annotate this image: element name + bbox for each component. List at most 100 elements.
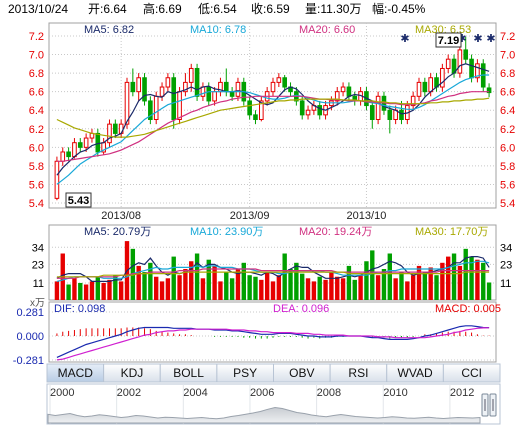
volume-bar-up	[235, 269, 241, 300]
candle-down	[229, 91, 235, 97]
volume-bar-down	[434, 275, 439, 300]
candle-down	[142, 77, 147, 102]
candle-up	[276, 77, 282, 83]
volume-bar-up	[218, 281, 223, 300]
volume-bar-up	[264, 272, 270, 300]
candle-up	[83, 137, 89, 148]
candle-up	[72, 142, 77, 158]
tab-obv[interactable]: OBV	[273, 363, 331, 383]
timeline-overview: 2000 2002 2004 2006 2008 2010 2012	[46, 383, 501, 425]
low-marker-label: 5.43	[68, 195, 89, 207]
candle-down	[486, 87, 492, 94]
dif-label: DIF: 0.098	[54, 303, 105, 315]
candle-up	[410, 95, 416, 107]
price-left-tick: 6.4	[29, 105, 44, 117]
volume-bar-up	[405, 281, 410, 300]
candle-down	[223, 81, 229, 93]
price-left-tick: 6.6	[29, 87, 44, 99]
tab-boll[interactable]: BOLL	[159, 363, 218, 383]
volume-bar-down	[381, 269, 387, 300]
volume-bar-down	[282, 253, 287, 300]
tab-macd-label: MACD	[58, 366, 94, 380]
candle-up	[212, 91, 217, 102]
quote-open: 开:6.64	[88, 2, 127, 16]
price-left-tick: 7.0	[29, 50, 44, 62]
tab-macd[interactable]: MACD	[46, 363, 105, 383]
volume-bar-up	[358, 275, 363, 300]
candle-up	[457, 49, 463, 74]
price-y-axis: 7.2 7.2 7.0 7.0 6.8 6.8 6.6 6.6 6.4 6.4 6.2 6.2 6.0 6…	[29, 31, 516, 210]
volume-bar-down	[294, 262, 299, 300]
indicator-tabs: MACD KDJ BOLL PSY OBV RSI WVAD CCI	[46, 363, 501, 383]
price-right-tick: 5.4	[500, 198, 515, 210]
tab-rsi[interactable]: RSI	[329, 363, 388, 383]
volume-ma-lines	[56, 256, 490, 282]
candle-down	[171, 77, 177, 120]
price-right-tick: 6.6	[500, 87, 515, 99]
high-marker-box	[435, 32, 462, 48]
volume-bar-up	[305, 278, 311, 300]
volume-bar-up	[329, 272, 334, 300]
price-left-tick: 6.0	[29, 142, 44, 154]
candle-up	[200, 86, 206, 97]
price-x-tick: 2013/10	[347, 210, 387, 222]
volume-bar-up	[410, 275, 416, 300]
candle-down	[387, 109, 393, 120]
volume-ma5-label: MA5: 20.79万	[84, 226, 151, 238]
volume-bar-down	[171, 256, 176, 300]
price-left-tick: 5.8	[29, 161, 44, 173]
candle-up	[428, 77, 433, 93]
timeline-area-path	[47, 406, 481, 424]
quote-low: 低:6.54	[198, 2, 237, 16]
candle-up	[445, 58, 451, 69]
price-x-tick: 2013/09	[230, 210, 270, 222]
volume-bar-down	[463, 248, 468, 300]
candle-down	[247, 100, 252, 116]
tab-kdj[interactable]: KDJ	[103, 363, 161, 383]
volume-bar-up	[159, 281, 165, 300]
tab-cci[interactable]: CCI	[442, 363, 501, 383]
tab-cci-background[interactable]	[442, 363, 501, 383]
timeline-scroll-handle[interactable]	[481, 393, 497, 417]
price-left-tick: 6.2	[29, 124, 44, 136]
price-right-tick: 7.2	[500, 31, 515, 43]
candle-down	[469, 58, 474, 79]
volume-bar-down	[224, 272, 229, 300]
quote-close: 收:6.59	[251, 2, 290, 16]
volume-bar-down	[130, 248, 136, 300]
volume-bars	[54, 241, 492, 300]
volume-bar-down	[95, 276, 100, 300]
volume-bar-down	[346, 265, 352, 300]
volume-bar-down	[78, 282, 83, 300]
volume-bar-down	[229, 278, 235, 300]
dea-label: DEA: 0.096	[273, 303, 329, 315]
volume-bar-up	[416, 265, 422, 300]
price-x-axis: 2013/08 2013/09 2013/10	[101, 210, 386, 222]
price-right-tick: 6.4	[500, 105, 515, 117]
low-marker-box	[65, 192, 92, 208]
macd-panel: 0.281 0.000 -0.281 DIF: 0.098 DEA: 0.096 M…	[13, 301, 501, 367]
candle-up	[270, 81, 276, 93]
timeline-year-label: 2002	[117, 387, 141, 399]
tab-wvad[interactable]: WVAD	[386, 363, 444, 383]
tab-kdj-label: KDJ	[121, 366, 144, 380]
price-left-tick: 6.8	[29, 68, 44, 80]
volume-bar-up	[440, 262, 445, 300]
candle-down	[399, 109, 404, 120]
volume-bar-up	[270, 281, 276, 300]
high-marker: 7.19	[435, 32, 462, 48]
volume-bar-down	[148, 262, 153, 300]
volume-bar-down	[481, 262, 486, 300]
tab-boll-label: BOLL	[173, 366, 204, 380]
tab-psy[interactable]: PSY	[216, 363, 274, 383]
volume-left-tick: 34	[32, 242, 44, 254]
volume-bar-down	[469, 256, 474, 300]
candle-down	[282, 77, 287, 88]
price-panel: 7.2 7.2 7.0 7.0 6.8 6.8 6.6 6.6 6.4 6.4 6.2 6.2 6.0 6…	[29, 22, 516, 222]
macd-left-tick: 0.281	[16, 307, 44, 319]
volume-bar-down	[288, 269, 293, 300]
price-left-tick: 5.4	[29, 198, 44, 210]
price-candles	[54, 36, 492, 201]
macd-lines	[56, 325, 490, 361]
